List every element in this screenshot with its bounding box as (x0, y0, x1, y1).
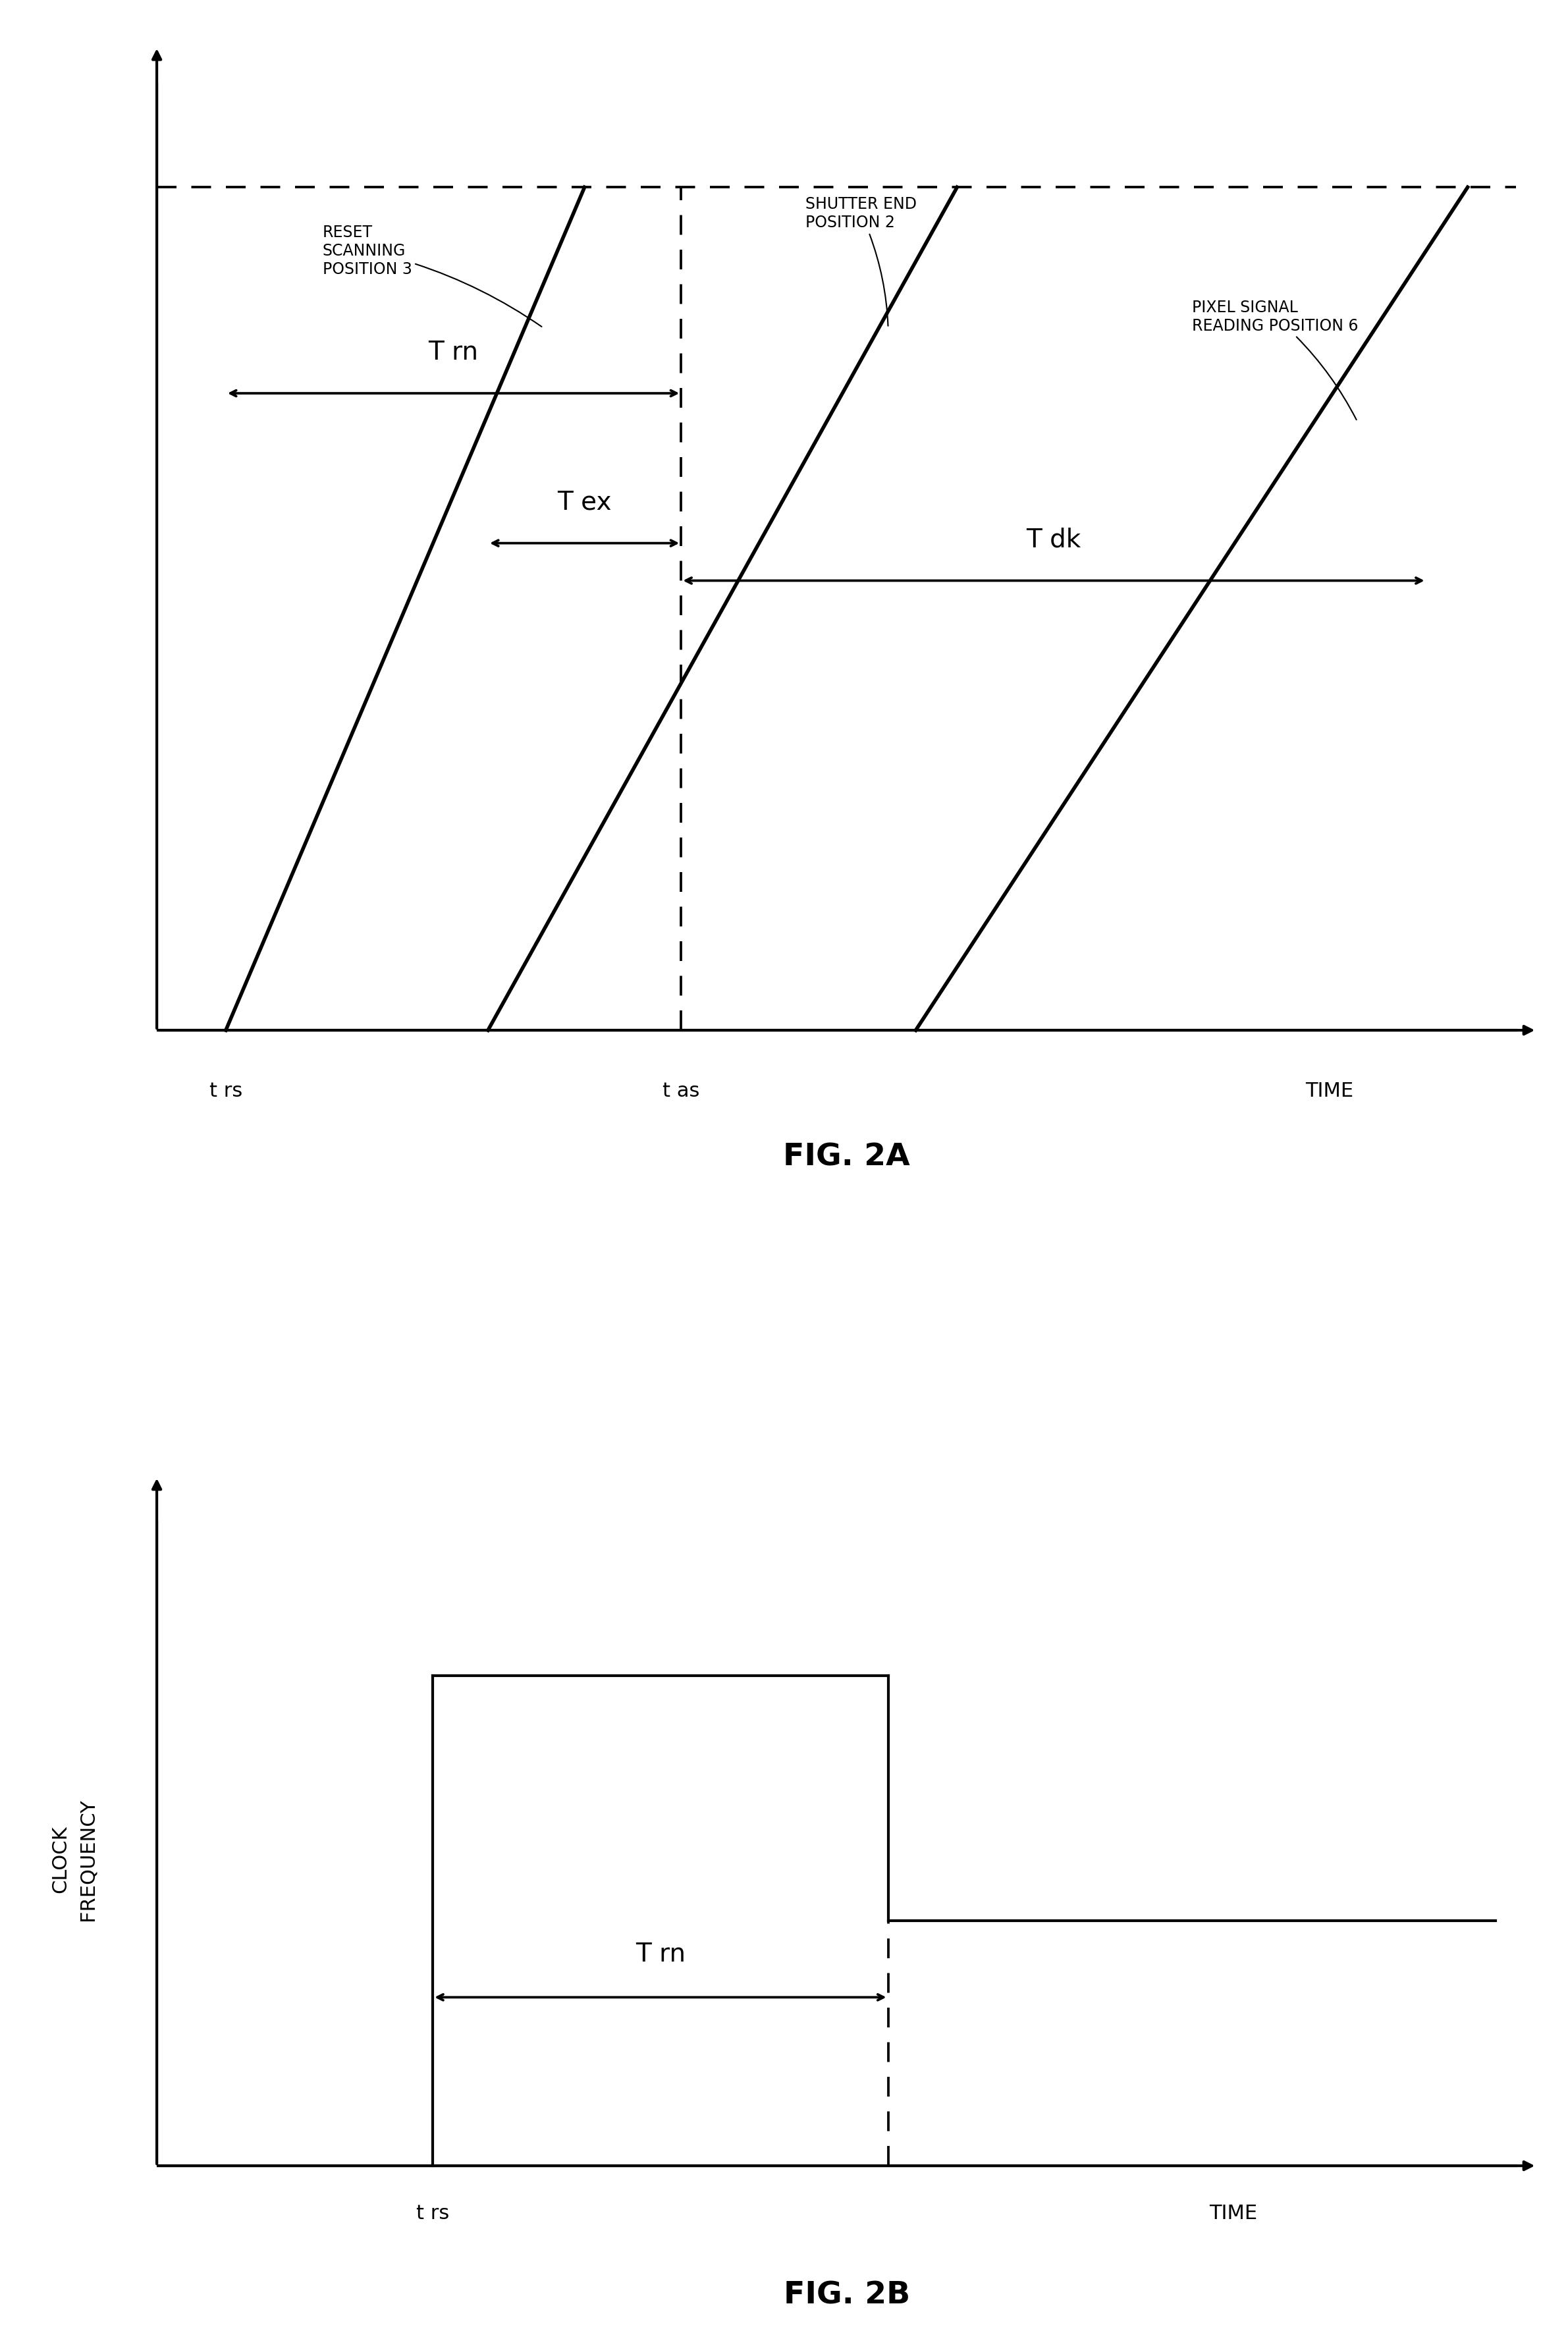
Text: CLOCK
FREQUENCY: CLOCK FREQUENCY (52, 1798, 97, 1922)
Text: T rn: T rn (428, 341, 478, 364)
Text: FIG. 2B: FIG. 2B (784, 2281, 909, 2309)
Text: TIME: TIME (1209, 2204, 1258, 2223)
Text: T rn: T rn (635, 1943, 685, 1966)
Text: PIXEL SIGNAL
READING POSITION 6: PIXEL SIGNAL READING POSITION 6 (1192, 299, 1358, 420)
Text: TIME: TIME (1306, 1081, 1353, 1100)
Text: T dk: T dk (1027, 528, 1080, 553)
Text: T ex: T ex (557, 490, 612, 516)
Text: FIG. 2A: FIG. 2A (784, 1142, 909, 1172)
Text: t as: t as (663, 1081, 699, 1100)
Text: t rs: t rs (209, 1081, 243, 1100)
Text: RESET
SCANNING
POSITION 3: RESET SCANNING POSITION 3 (323, 224, 541, 327)
Text: t rs: t rs (416, 2204, 450, 2223)
Text: SHUTTER END
POSITION 2: SHUTTER END POSITION 2 (806, 196, 917, 327)
